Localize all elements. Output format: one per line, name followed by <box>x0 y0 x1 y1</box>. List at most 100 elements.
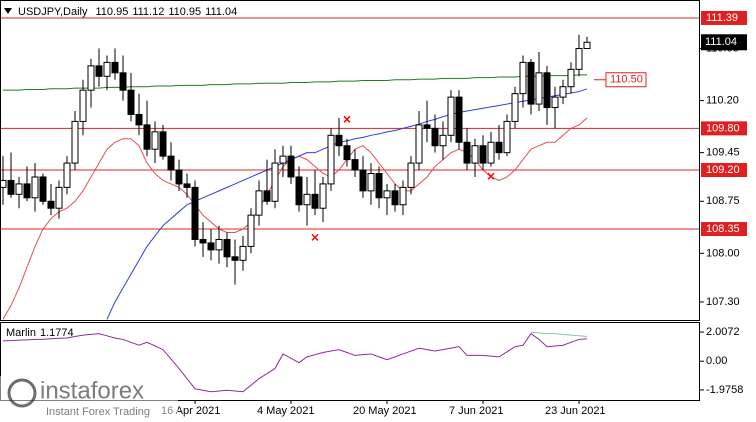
level-label: 111.39 <box>706 12 738 24</box>
x-tick-label: 23 Jun 2021 <box>545 405 606 417</box>
y2-tick-label: 0.00 <box>706 355 727 367</box>
x-tick-label: 20 May 2021 <box>353 405 417 417</box>
candle-body <box>103 61 111 77</box>
candle-body <box>279 155 287 164</box>
candle-body <box>463 141 471 164</box>
watermark-logo <box>7 378 37 408</box>
candle-body <box>199 238 207 244</box>
level-label: 109.80 <box>706 122 740 134</box>
candle-body <box>95 65 103 77</box>
x-tick-label: 7 Jun 2021 <box>449 405 503 417</box>
candle-body <box>495 141 503 154</box>
candle-body <box>351 159 359 171</box>
candle-body <box>335 134 343 147</box>
candle-body <box>263 190 271 202</box>
indicator-value: 1.1774 <box>40 327 74 339</box>
y-tick-label: 108.75 <box>706 195 740 207</box>
candle-body <box>487 141 495 164</box>
symbol: USDJPY,Daily <box>18 6 88 18</box>
fractal-marker <box>343 115 351 123</box>
level-label-bg <box>701 163 747 178</box>
level-label: 109.20 <box>706 164 740 176</box>
candle-body <box>111 61 119 74</box>
y-tick-label: 109.45 <box>706 147 740 159</box>
fractal-marker <box>311 233 319 241</box>
candle-body <box>431 127 439 147</box>
candle-body <box>471 145 479 164</box>
candle-body <box>135 113 143 126</box>
watermark: instaforex Instant Forex Trading <box>0 376 178 422</box>
current-price-bg <box>701 34 747 51</box>
candle-body <box>159 131 167 157</box>
header-high: 111.12 <box>132 6 164 18</box>
indicator-pane-frame <box>0 322 700 401</box>
candle-body <box>367 172 375 192</box>
candle-body <box>183 183 191 188</box>
level-label-bg <box>701 10 747 25</box>
target-box <box>605 72 647 88</box>
candle-body <box>55 186 63 209</box>
candle-body <box>295 176 303 206</box>
candle-body <box>327 134 335 185</box>
candle-body <box>359 169 367 192</box>
candle-body <box>119 72 127 91</box>
candle-body <box>63 162 71 188</box>
candle-body <box>415 124 423 164</box>
header-open: 110.95 <box>96 6 129 18</box>
indicator-label: Marlin 1.1774 <box>6 327 74 339</box>
candle-body <box>31 176 39 199</box>
candle-body <box>175 169 183 185</box>
candle-body <box>47 200 55 209</box>
candle-body <box>127 89 135 115</box>
candle-body <box>479 145 487 164</box>
candle-body <box>231 256 239 261</box>
y2-tick-label: 2.0072 <box>706 326 740 338</box>
candle-body <box>167 155 175 171</box>
candle-body <box>303 193 311 206</box>
candle-body <box>511 93 519 122</box>
candle-body <box>535 72 543 105</box>
candle-body <box>39 176 47 202</box>
header-close: 111.04 <box>205 6 237 18</box>
candle-body <box>191 186 199 240</box>
collapse-icon[interactable] <box>4 8 12 14</box>
candle-body <box>543 72 551 109</box>
indicator-signal <box>530 331 588 338</box>
candle-body <box>79 89 87 122</box>
candle-body <box>239 245 247 261</box>
candle-body <box>391 190 399 206</box>
candle-body <box>319 183 327 209</box>
candle-body <box>439 134 447 147</box>
y-tick-label: 107.30 <box>706 296 740 308</box>
candle-body <box>423 124 431 129</box>
candle-body <box>575 48 583 70</box>
main-pane-frame <box>0 0 700 321</box>
candle-body <box>255 190 263 216</box>
level-label-bg <box>701 222 747 237</box>
candle-body <box>551 96 559 109</box>
candle-body <box>223 238 231 258</box>
candle-body <box>583 41 591 50</box>
candle-body <box>519 61 527 95</box>
y-tick-label: 110.20 <box>706 95 739 107</box>
level-label: 108.35 <box>706 223 740 235</box>
header-low: 110.95 <box>168 6 201 18</box>
candle-body <box>271 162 279 202</box>
chart-header: USDJPY,Daily 110.95 111.12 110.95 111.04 <box>18 6 237 18</box>
candle-body <box>247 214 255 247</box>
candle-body <box>7 179 15 195</box>
current-price-label: 111.04 <box>705 36 737 48</box>
candle-body <box>343 145 351 161</box>
moving-average <box>3 74 587 91</box>
candle-body <box>311 193 319 209</box>
indicator-name: Marlin <box>6 327 36 339</box>
indicator-line <box>2 332 588 393</box>
fractal-marker <box>487 172 495 180</box>
candle-body <box>87 65 95 91</box>
candle-body <box>399 186 407 206</box>
level-label-bg <box>701 121 747 136</box>
candle-body <box>447 96 455 136</box>
watermark-brand: instaforex <box>40 377 144 404</box>
